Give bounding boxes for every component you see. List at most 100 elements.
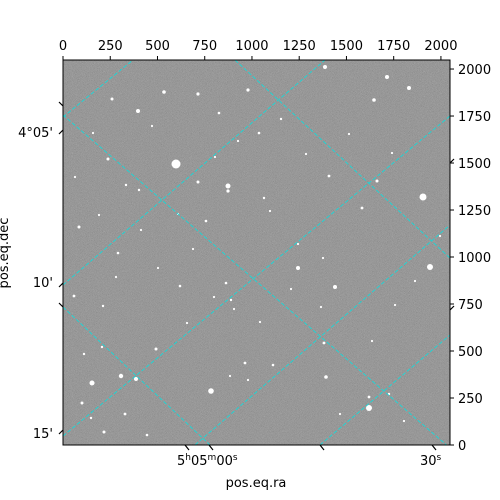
star-15 — [136, 109, 140, 113]
ra-tick-1 — [208, 444, 214, 451]
right-tick-label-1: 250 — [458, 392, 483, 407]
star-66 — [185, 321, 189, 325]
dec-tick-6 — [449, 305, 455, 311]
star-36 — [367, 395, 371, 399]
star-3 — [225, 183, 231, 189]
dec-tick-4 — [58, 429, 64, 435]
right-tick-label-5: 1250 — [458, 204, 491, 219]
right-tick-label-2: 500 — [458, 345, 483, 360]
star-0 — [171, 159, 181, 169]
star-18 — [246, 88, 250, 92]
ra-axis-ticks — [184, 444, 437, 451]
star-80 — [150, 124, 154, 128]
star-17 — [196, 92, 200, 96]
top-tick-label-0: 0 — [59, 39, 67, 54]
star-55 — [258, 320, 262, 324]
star-39 — [204, 219, 208, 223]
star-71 — [370, 339, 374, 343]
right-tick-label-7: 1750 — [458, 110, 491, 125]
grid-line-7 — [234, 60, 450, 259]
right-tick-label-8: 2000 — [458, 63, 491, 78]
x-axis-title: pos.eq.ra — [226, 476, 287, 491]
right-axis-ticks: 0 250 500 750 1000 1250 1500 1750 2000 — [450, 63, 491, 454]
star-56 — [289, 287, 293, 291]
star-47 — [89, 416, 93, 420]
star-1 — [419, 193, 427, 201]
dec-axis-ticks — [58, 101, 455, 435]
top-tick-label-6: 1500 — [330, 39, 363, 54]
star-44 — [257, 131, 261, 135]
dec-tick-3 — [58, 302, 64, 308]
star-27 — [116, 251, 120, 255]
ra-tick-label-0: 5h05m00s — [177, 453, 238, 469]
ra-tick-0 — [184, 444, 190, 451]
star-57 — [319, 305, 323, 309]
star-38 — [243, 361, 247, 365]
star-70 — [402, 419, 406, 423]
star-49 — [100, 345, 104, 349]
star-12 — [385, 75, 389, 79]
star-10 — [333, 285, 337, 289]
star-77 — [304, 152, 308, 156]
star-62 — [321, 256, 325, 260]
right-tick-label-6: 1500 — [458, 157, 491, 172]
top-tick-label-1: 250 — [98, 39, 123, 54]
star-31 — [123, 412, 127, 416]
star-24 — [327, 174, 331, 178]
star-72 — [393, 303, 397, 307]
star-63 — [191, 247, 195, 251]
star-81 — [91, 131, 95, 135]
star-5 — [366, 405, 372, 411]
top-tick-label-5: 1250 — [283, 39, 316, 54]
star-65 — [212, 295, 216, 299]
star-53 — [101, 304, 105, 308]
top-tick-label-4: 1000 — [235, 39, 268, 54]
star-21 — [196, 180, 200, 184]
star-60 — [268, 209, 272, 213]
star-54 — [232, 307, 236, 311]
grid-line-4 — [319, 334, 450, 445]
star-67 — [228, 374, 232, 378]
star-76 — [347, 132, 351, 136]
star-74 — [438, 234, 442, 238]
star-20 — [106, 157, 110, 161]
star-13 — [407, 86, 411, 90]
grid-line-0 — [63, 60, 134, 118]
y-axis-title: pos.eq.dec — [0, 218, 12, 289]
star-79 — [213, 155, 217, 159]
star-19 — [110, 97, 114, 101]
grid-line-6 — [63, 306, 211, 445]
star-82 — [73, 175, 77, 179]
star-14 — [372, 98, 376, 102]
dec-tick-label-2: 15' — [33, 427, 53, 442]
star-field — [72, 65, 442, 437]
star-2 — [427, 264, 433, 270]
star-30 — [102, 430, 106, 434]
star-42 — [178, 284, 182, 288]
star-9 — [296, 266, 300, 270]
ra-tick-label-1: 30s — [420, 453, 442, 469]
star-4 — [208, 388, 214, 394]
star-45 — [279, 117, 283, 121]
right-tick-label-0: 0 — [458, 439, 466, 454]
dec-tick-label-1: 10' — [33, 276, 53, 291]
star-35 — [324, 375, 328, 379]
star-59 — [114, 275, 118, 279]
right-tick-label-3: 750 — [458, 298, 483, 313]
top-tick-label-8: 2000 — [424, 39, 457, 54]
dec-tick-1 — [58, 129, 64, 135]
right-tick-label-4: 1000 — [458, 251, 491, 266]
ra-tick-3 — [431, 444, 437, 451]
plot-frame — [62, 59, 451, 446]
sky-image — [63, 60, 450, 445]
star-28 — [72, 294, 76, 298]
star-22 — [226, 189, 230, 193]
star-69 — [338, 412, 342, 416]
ra-tick-2 — [319, 444, 325, 451]
star-46 — [145, 433, 149, 437]
grid-line-3 — [194, 224, 450, 445]
star-33 — [271, 363, 275, 367]
star-51 — [124, 183, 128, 187]
star-7 — [118, 373, 124, 379]
